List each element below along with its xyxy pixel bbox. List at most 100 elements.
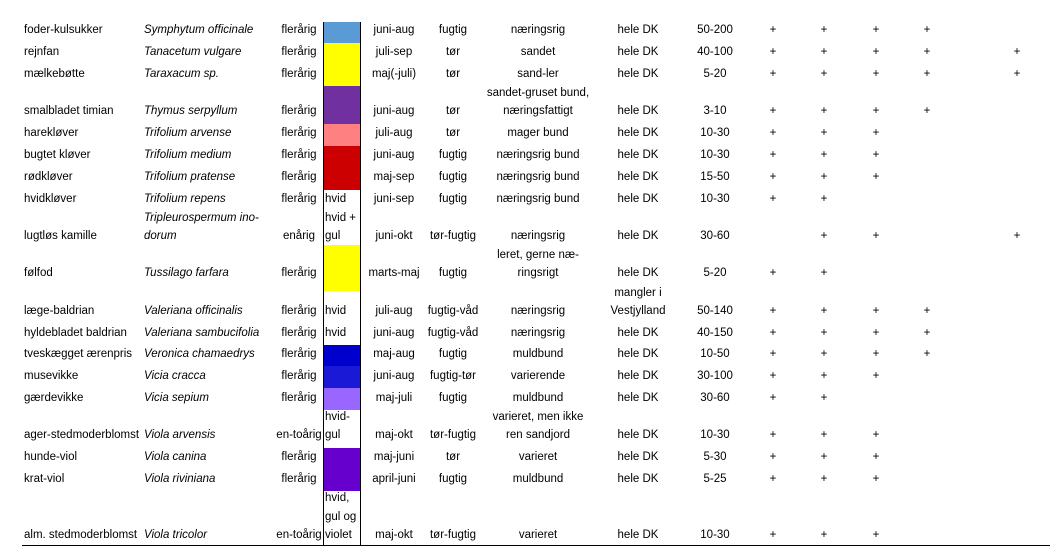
benefit-mark: + xyxy=(820,68,828,80)
moisture-preference: fugtig xyxy=(438,24,468,36)
soil-type: muldbund xyxy=(512,348,564,360)
flower-color-swatch xyxy=(323,388,361,410)
plant-common-name: følfod xyxy=(24,267,53,279)
table-bottom-border xyxy=(22,545,1050,546)
moisture-preference: tør xyxy=(445,46,461,58)
plant-latin-name: Trifolium pratense xyxy=(144,171,236,183)
flower-color-swatch xyxy=(323,410,361,448)
flower-color-text: violet xyxy=(325,529,352,541)
distribution-region: hele DK xyxy=(617,451,659,463)
moisture-preference: fugtig-tør xyxy=(429,370,477,382)
distribution-region: hele DK xyxy=(617,24,659,36)
benefit-mark: + xyxy=(820,105,828,117)
plant-latin-name: Viola canina xyxy=(144,451,207,463)
flower-color-text: hvid, xyxy=(325,492,350,504)
plant-lifespan: flerårig xyxy=(281,105,317,117)
benefit-mark: + xyxy=(820,193,828,205)
benefit-mark: + xyxy=(769,267,777,279)
plant-lifespan: flerårig xyxy=(281,451,317,463)
benefit-mark: + xyxy=(769,392,777,404)
flower-color-swatch xyxy=(323,65,361,86)
benefit-mark: + xyxy=(769,105,777,117)
distribution-region: hele DK xyxy=(617,370,659,382)
plant-lifespan: flerårig xyxy=(281,46,317,58)
flower-color-swatch xyxy=(323,43,361,65)
flower-color-text: gul xyxy=(325,230,341,242)
benefit-mark: + xyxy=(820,127,828,139)
flowering-period: juni-aug xyxy=(373,370,415,382)
benefit-mark: + xyxy=(769,348,777,360)
plant-lifespan: flerårig xyxy=(281,370,317,382)
flower-color-swatch xyxy=(323,22,361,43)
flower-color-swatch xyxy=(323,86,361,124)
plant-height: 30-60 xyxy=(700,392,730,404)
soil-type: varieret, men ikke xyxy=(492,410,584,423)
benefit-mark: + xyxy=(820,305,828,317)
flowering-period: marts-maj xyxy=(368,267,420,279)
plant-latin-name: Symphytum officinale xyxy=(144,24,254,36)
distribution-region: hele DK xyxy=(617,392,659,404)
plant-lifespan: flerårig xyxy=(281,149,317,161)
plant-lifespan: flerårig xyxy=(281,68,317,80)
distribution-region: hele DK xyxy=(617,267,659,279)
plant-lifespan: flerårig xyxy=(281,24,317,36)
plant-latin-name: Viola riviniana xyxy=(144,473,216,485)
plant-lifespan: flerårig xyxy=(281,127,317,139)
benefit-mark: + xyxy=(820,429,828,441)
plant-height: 3-10 xyxy=(703,105,727,117)
soil-type: næringsrig bund xyxy=(496,193,580,205)
distribution-region: hele DK xyxy=(617,171,659,183)
soil-type: varierende xyxy=(510,370,566,382)
benefit-mark: + xyxy=(769,429,777,441)
benefit-mark: + xyxy=(872,305,880,317)
plant-common-name: hvidkløver xyxy=(24,193,77,205)
flowering-period: maj-juli xyxy=(375,392,413,404)
soil-type: næringsfattigt xyxy=(503,105,573,117)
plant-latin-name: Viola arvensis xyxy=(144,429,216,441)
distribution-region: hele DK xyxy=(617,46,659,58)
plant-common-name: lugtløs kamille xyxy=(24,230,97,242)
plant-common-name: foder-kulsukker xyxy=(24,24,103,36)
benefit-mark: + xyxy=(820,327,828,339)
benefit-mark: + xyxy=(820,24,828,36)
benefit-mark: + xyxy=(923,68,931,80)
benefit-mark: + xyxy=(820,348,828,360)
plant-latin-name: Veronica chamaedrys xyxy=(144,348,255,360)
flower-color-swatch xyxy=(323,291,361,323)
flowering-period: juli-aug xyxy=(375,127,413,139)
plant-height: 10-30 xyxy=(700,529,730,541)
flowering-period: april-juni xyxy=(372,473,416,485)
benefit-mark: + xyxy=(769,68,777,80)
plant-height: 40-150 xyxy=(697,327,733,339)
soil-type: leret, gerne næ- xyxy=(497,248,579,261)
flowering-period: maj-okt xyxy=(375,529,413,541)
flowering-period: juni-aug xyxy=(373,105,415,117)
benefit-mark: + xyxy=(820,370,828,382)
plant-height: 30-100 xyxy=(697,370,733,382)
moisture-preference: fugtig xyxy=(438,171,468,183)
benefit-mark: + xyxy=(872,24,880,36)
flower-color-swatch xyxy=(323,345,361,366)
distribution-region: hele DK xyxy=(617,127,659,139)
plant-height: 30-60 xyxy=(700,230,730,242)
plant-latin-name: dorum xyxy=(144,230,177,242)
moisture-preference: tør xyxy=(445,68,461,80)
plant-common-name: tveskægget ærenpris xyxy=(24,348,133,360)
flower-color-swatch xyxy=(323,470,361,491)
moisture-preference: tør-fugtig xyxy=(429,230,477,242)
plant-height: 40-100 xyxy=(697,46,733,58)
moisture-preference: fugtig-våd xyxy=(427,327,479,339)
plant-common-name: gærdevikke xyxy=(24,392,84,404)
plant-lifespan: flerårig xyxy=(281,327,317,339)
plant-common-name: ager-stedmoderblomst xyxy=(24,429,140,441)
distribution-region: hele DK xyxy=(617,327,659,339)
flower-color-text: gul xyxy=(325,429,341,441)
plant-latin-name: Thymus serpyllum xyxy=(144,105,238,117)
plant-latin-name: Trifolium medium xyxy=(144,149,232,161)
plant-latin-name: Viola tricolor xyxy=(144,529,208,541)
benefit-mark: + xyxy=(769,127,777,139)
soil-type: ren sandjord xyxy=(506,429,570,441)
flower-color-text: hvid- xyxy=(325,410,350,423)
plant-height: 5-20 xyxy=(703,267,727,279)
distribution-region: hele DK xyxy=(617,230,659,242)
